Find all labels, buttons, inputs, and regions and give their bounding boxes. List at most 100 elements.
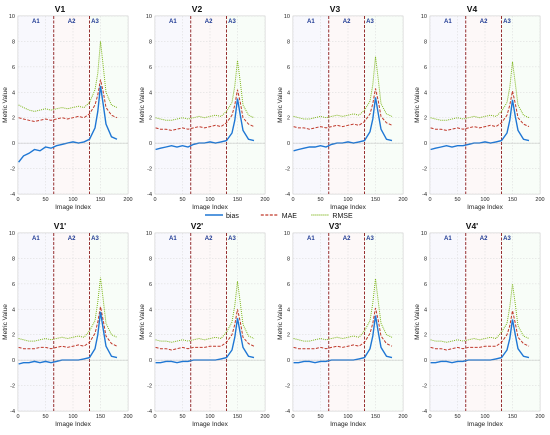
- x-tick-label: 50: [179, 414, 185, 420]
- y-tick-label: -2: [285, 167, 290, 173]
- series-line-bias: [430, 99, 530, 151]
- x-tick-label: 0: [16, 197, 19, 203]
- panel-title: V2': [191, 221, 203, 231]
- x-tick-label: 150: [96, 197, 105, 203]
- y-tick-label: 8: [287, 256, 290, 262]
- x-axis-label: Image Index: [467, 204, 504, 211]
- series-line-mae: [430, 310, 530, 351]
- y-tick-label: 0: [287, 141, 290, 147]
- series-line-bias: [293, 97, 393, 152]
- y-tick-label: 0: [149, 141, 152, 147]
- x-tick-label: 0: [428, 414, 431, 420]
- y-tick-label: -4: [10, 192, 15, 198]
- region-band: [328, 16, 365, 194]
- series-line-rmse: [155, 60, 255, 121]
- y-tick-label: 2: [287, 116, 290, 122]
- series-line-mae: [293, 88, 393, 130]
- region-band: [18, 233, 54, 411]
- y-tick-label: -4: [10, 409, 15, 415]
- region-label: A1: [444, 19, 452, 25]
- series-line-rmse: [430, 283, 530, 343]
- series-line-rmse: [18, 41, 118, 112]
- region-band: [465, 233, 502, 411]
- x-tick-label: 200: [260, 197, 269, 203]
- series-line-rmse: [293, 56, 393, 120]
- region-label: A2: [68, 236, 76, 242]
- panel-title: V1: [55, 4, 66, 14]
- x-tick-label: 100: [205, 414, 214, 420]
- y-axis-label: Metric Value: [414, 304, 421, 340]
- y-tick-label: 10: [284, 14, 290, 20]
- y-tick-label: 8: [287, 39, 290, 45]
- region-label: A1: [307, 19, 315, 25]
- x-tick-label: 200: [260, 414, 269, 420]
- x-axis-label: Image Index: [192, 421, 229, 428]
- region-band: [89, 233, 128, 411]
- region-band: [293, 233, 329, 411]
- x-tick-label: 0: [428, 197, 431, 203]
- region-label: A3: [503, 236, 511, 242]
- legend-label-mae: MAE: [282, 213, 298, 220]
- x-tick-label: 150: [371, 414, 380, 420]
- x-tick-label: 0: [291, 414, 294, 420]
- y-tick-label: 4: [287, 90, 290, 96]
- region-band: [501, 16, 540, 194]
- y-tick-label: 0: [149, 358, 152, 364]
- y-tick-label: 4: [149, 307, 152, 313]
- y-tick-label: 0: [12, 141, 15, 147]
- x-tick-label: 50: [42, 197, 48, 203]
- x-tick-label: 200: [123, 197, 132, 203]
- y-tick-label: 0: [424, 141, 427, 147]
- region-label: A1: [32, 19, 40, 25]
- x-tick-label: 150: [508, 197, 517, 203]
- panel-title: V2: [192, 4, 203, 14]
- legend: bias MAE RMSE: [201, 210, 353, 221]
- region-band: [430, 233, 466, 411]
- y-tick-label: 6: [287, 65, 290, 71]
- x-tick-label: 150: [233, 414, 242, 420]
- y-tick-label: -4: [422, 192, 427, 198]
- x-tick-label: 100: [343, 414, 352, 420]
- region-label: A2: [480, 19, 488, 25]
- y-tick-label: 10: [9, 231, 15, 237]
- y-tick-label: -2: [10, 384, 15, 390]
- region-band: [190, 16, 227, 194]
- x-tick-label: 100: [68, 414, 77, 420]
- x-axis-label: Image Index: [330, 421, 367, 428]
- x-tick-label: 150: [96, 414, 105, 420]
- y-tick-label: 6: [424, 65, 427, 71]
- y-tick-label: -4: [147, 409, 152, 415]
- region-band: [465, 16, 502, 194]
- region-label: A2: [480, 236, 488, 242]
- y-tick-label: 6: [424, 282, 427, 288]
- region-label: A3: [228, 236, 236, 242]
- region-band: [53, 16, 90, 194]
- x-axis-label: Image Index: [192, 204, 229, 211]
- legend-label-bias: bias: [226, 213, 239, 220]
- region-band: [155, 233, 191, 411]
- region-band: [430, 16, 466, 194]
- x-tick-label: 50: [317, 414, 323, 420]
- y-tick-label: 8: [424, 39, 427, 45]
- region-label: A3: [366, 236, 374, 242]
- x-tick-label: 200: [123, 414, 132, 420]
- y-tick-label: 2: [149, 116, 152, 122]
- x-axis-label: Image Index: [330, 204, 367, 211]
- x-tick-label: 200: [535, 414, 544, 420]
- y-tick-label: 4: [12, 90, 15, 96]
- series-line-rmse: [155, 281, 255, 343]
- x-tick-label: 0: [153, 414, 156, 420]
- y-tick-label: 6: [12, 282, 15, 288]
- y-tick-label: -2: [147, 167, 152, 173]
- y-axis-label: Metric Value: [2, 87, 9, 123]
- legend-label-rmse: RMSE: [332, 213, 353, 220]
- y-axis-label: Metric Value: [277, 304, 284, 340]
- region-label: A1: [444, 236, 452, 242]
- x-tick-label: 150: [233, 197, 242, 203]
- y-tick-label: 8: [149, 39, 152, 45]
- panel-title: V4: [467, 4, 478, 14]
- x-tick-label: 200: [398, 414, 407, 420]
- y-tick-label: 8: [12, 39, 15, 45]
- panel-title: V3': [329, 221, 341, 231]
